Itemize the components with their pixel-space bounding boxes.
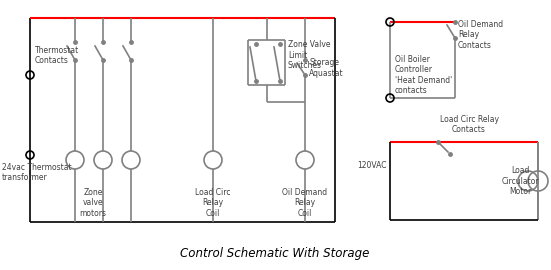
Text: Load
Circulator
Motor: Load Circulator Motor	[501, 166, 539, 196]
Text: Load Circ
Relay
Coil: Load Circ Relay Coil	[195, 188, 231, 218]
Text: Oil Boiler
Controller
'Heat Demand'
contacts: Oil Boiler Controller 'Heat Demand' cont…	[395, 55, 452, 95]
Text: 120VAC: 120VAC	[358, 161, 387, 170]
Text: Control Schematic With Storage: Control Schematic With Storage	[180, 248, 370, 261]
Text: Load Circ Relay
Contacts: Load Circ Relay Contacts	[440, 114, 499, 134]
Text: Oil Demand
Relay
Contacts: Oil Demand Relay Contacts	[458, 20, 503, 50]
Text: Oil Demand
Relay
Coil: Oil Demand Relay Coil	[283, 188, 327, 218]
Text: Storage
Aquastat: Storage Aquastat	[309, 58, 344, 78]
Text: Zone Valve
Limit
Switches: Zone Valve Limit Switches	[288, 40, 331, 70]
Text: 24vac Thermostat
transformer: 24vac Thermostat transformer	[2, 163, 72, 183]
Text: Zone
valve
motors: Zone valve motors	[79, 188, 106, 218]
Text: Thermostat
Contacts: Thermostat Contacts	[35, 46, 79, 65]
